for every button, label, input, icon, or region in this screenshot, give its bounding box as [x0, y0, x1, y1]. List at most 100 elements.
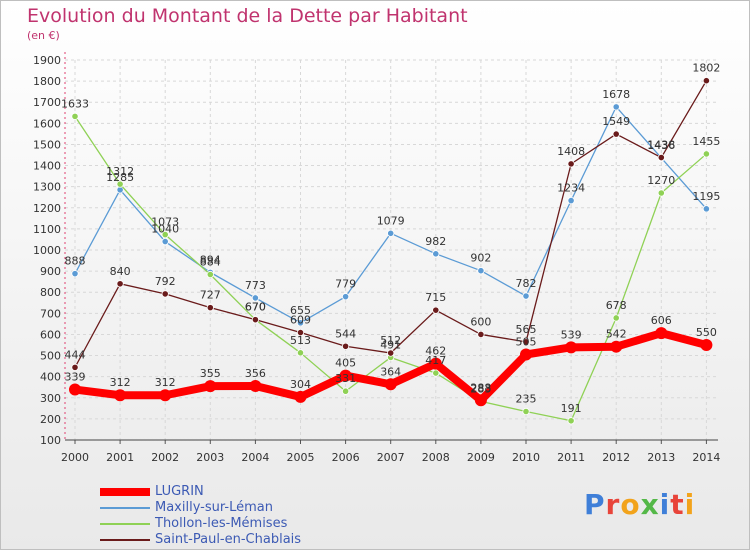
data-label-thollon: 191: [561, 402, 582, 415]
data-point-lugrin: [429, 357, 442, 370]
y-tick-label: 1800: [33, 75, 61, 88]
x-tick-label: 2000: [61, 451, 89, 464]
data-label-thollon: 884: [200, 255, 221, 268]
logo-letter: i: [659, 488, 671, 521]
logo-letter: o: [620, 488, 641, 521]
y-tick-label: 400: [40, 371, 61, 384]
data-point-maxilly: [341, 293, 350, 301]
data-point-lugrin: [655, 327, 668, 340]
data-label-lugrin: 312: [110, 376, 131, 389]
data-point-thollon: [296, 349, 305, 357]
data-point-saint-paul: [296, 328, 305, 337]
x-tick-label: 2002: [151, 451, 179, 464]
data-point-saint-paul: [432, 306, 440, 314]
data-label-thollon: 235: [516, 393, 537, 406]
data-label-thollon: 670: [245, 301, 266, 314]
y-tick-label: 700: [40, 307, 61, 320]
data-point-lugrin: [700, 339, 713, 351]
data-label-lugrin: 606: [651, 314, 672, 327]
legend-label-saint-paul: Saint-Paul-en-Chablais: [155, 532, 302, 547]
data-point-thollon: [702, 150, 711, 158]
data-label-maxilly: 1436: [647, 139, 675, 152]
data-label-lugrin: 312: [155, 376, 176, 389]
data-label-maxilly: 779: [335, 278, 356, 291]
data-label-saint-paul: 670: [245, 301, 266, 314]
data-label-maxilly: 1285: [106, 171, 134, 184]
data-point-lugrin: [204, 380, 217, 393]
legend-label-lugrin: LUGRIN: [155, 484, 204, 499]
x-tick-label: 2003: [196, 451, 224, 464]
legend-swatch-thollon: [100, 523, 150, 525]
data-label-thollon: 513: [290, 334, 311, 347]
proxiti-logo: Proxiti: [584, 488, 695, 521]
data-point-thollon: [567, 417, 575, 425]
x-tick-label: 2008: [422, 451, 450, 464]
data-label-thollon: 1270: [647, 174, 675, 187]
data-point-saint-paul: [387, 349, 395, 357]
data-label-maxilly: 1195: [692, 190, 720, 203]
data-label-saint-paul: 727: [200, 289, 221, 302]
x-tick-label: 2009: [467, 451, 495, 464]
y-tick-label: 1900: [33, 54, 61, 67]
data-point-saint-paul: [341, 342, 350, 350]
logo-letter: P: [584, 488, 606, 521]
data-point-lugrin: [565, 341, 578, 354]
data-label-lugrin: 542: [606, 328, 627, 341]
data-label-saint-paul: 840: [110, 265, 131, 278]
data-point-lugrin: [520, 348, 532, 361]
data-point-lugrin: [294, 390, 307, 403]
data-point-lugrin: [339, 369, 352, 382]
data-point-lugrin: [610, 340, 623, 353]
data-label-maxilly: 1079: [377, 214, 405, 227]
data-label-maxilly: 1678: [602, 88, 630, 101]
data-point-maxilly: [387, 229, 395, 237]
logo-letter: x: [640, 488, 660, 521]
y-tick-label: 500: [40, 350, 61, 363]
data-point-saint-paul: [251, 316, 259, 324]
data-label-lugrin: 505: [516, 336, 537, 349]
logo-letter: t: [670, 488, 685, 521]
data-point-lugrin: [384, 378, 397, 391]
data-label-thollon: 283: [470, 382, 491, 395]
data-label-thollon: 1073: [151, 216, 179, 229]
legend-swatch-lugrin: [100, 488, 150, 496]
data-label-lugrin: 356: [245, 367, 266, 380]
y-tick-label: 1300: [33, 181, 61, 194]
data-point-saint-paul: [116, 280, 124, 288]
data-point-thollon: [71, 112, 79, 120]
y-tick-label: 300: [40, 392, 61, 405]
data-label-maxilly: 888: [65, 255, 86, 268]
y-tick-label: 800: [40, 286, 61, 299]
data-point-maxilly: [567, 197, 575, 205]
data-point-maxilly: [477, 267, 485, 275]
data-point-lugrin: [114, 389, 127, 402]
data-point-saint-paul: [657, 153, 665, 162]
data-label-saint-paul: 565: [516, 323, 537, 336]
logo-letter: i: [684, 488, 696, 521]
y-tick-label: 1600: [33, 117, 61, 130]
y-tick-label: 1700: [33, 96, 61, 109]
legend-swatch-saint-paul: [100, 539, 150, 541]
x-tick-label: 2013: [647, 451, 675, 464]
chart-subtitle: (en €): [27, 29, 60, 42]
y-tick-label: 1200: [33, 202, 61, 215]
data-label-thollon: 1455: [692, 135, 720, 148]
data-point-saint-paul: [477, 330, 485, 339]
x-tick-label: 2006: [332, 451, 360, 464]
data-label-saint-paul: 1802: [692, 62, 720, 75]
data-point-saint-paul: [522, 338, 530, 346]
data-label-saint-paul: 444: [65, 348, 86, 361]
data-label-maxilly: 773: [245, 279, 266, 292]
data-label-lugrin: 405: [335, 357, 356, 370]
data-point-thollon: [522, 407, 530, 416]
data-label-lugrin: 550: [696, 326, 717, 339]
x-tick-label: 2011: [557, 451, 585, 464]
x-tick-label: 2010: [512, 451, 540, 464]
data-point-thollon: [612, 314, 620, 322]
data-label-maxilly: 1234: [557, 182, 585, 195]
data-label-saint-paul: 1438: [647, 139, 675, 152]
data-label-saint-paul: 1549: [602, 115, 630, 128]
data-label-saint-paul: 1408: [557, 145, 585, 158]
data-label-maxilly: 894: [200, 253, 221, 266]
data-label-saint-paul: 512: [380, 334, 401, 347]
